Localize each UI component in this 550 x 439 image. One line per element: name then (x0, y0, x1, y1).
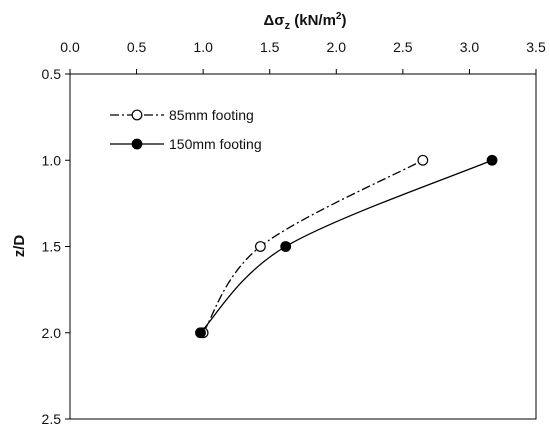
x-axis-title-close: ) (341, 12, 346, 29)
legend-marker-85mm-footing (131, 109, 143, 121)
y-tick-label: 2.5 (42, 411, 62, 427)
y-tick-label: 2.0 (42, 325, 62, 341)
series-line-85mm-footing (202, 159, 424, 334)
legend-label-150mm-footing: 150mm footing (169, 136, 262, 152)
data-point-85mm-footing (417, 154, 429, 166)
x-tick-label: 3.5 (526, 39, 546, 55)
x-tick-label: 1.0 (193, 39, 213, 55)
y-tick-label: 1.0 (42, 152, 62, 168)
x-tick-label: 0.0 (60, 39, 80, 55)
x-axis-title: Δσz (kN/m2) (264, 11, 347, 32)
plot-area (69, 73, 537, 420)
x-axis: 0.0 0.5 1.0 1.5 2.0 2.5 3.0 3.5 (60, 39, 546, 74)
x-axis-title-unit: (kN/m (290, 12, 336, 29)
legend: 85mm footing 150mm footing (110, 107, 262, 152)
y-tick-label: 0.5 (42, 66, 62, 82)
data-point-150mm-footing (280, 241, 292, 252)
data-point-85mm-footing (254, 241, 266, 252)
y-axis-title: z/D (11, 235, 28, 258)
x-tick-label: 3.0 (460, 39, 480, 55)
series-line-150mm-footing (200, 159, 493, 334)
data-point-150mm-footing (195, 327, 206, 339)
x-tick-label: 2.0 (327, 39, 347, 55)
legend-marker-150mm-footing (131, 138, 143, 150)
x-axis-title-sup: 2 (336, 11, 342, 22)
y-tick-label: 1.5 (42, 239, 62, 255)
x-axis-title-sub: z (285, 20, 291, 32)
x-tick-label: 0.5 (127, 39, 147, 55)
x-tick-label: 1.5 (260, 39, 280, 55)
data-point-150mm-footing (486, 154, 498, 166)
x-tick-label: 2.5 (393, 39, 413, 55)
y-axis: 0.5 1.0 1.5 2.0 2.5 (42, 66, 70, 427)
legend-label-85mm-footing: 85mm footing (169, 107, 254, 123)
series-layer (195, 154, 498, 339)
x-axis-title-delta: Δσ (264, 12, 285, 29)
